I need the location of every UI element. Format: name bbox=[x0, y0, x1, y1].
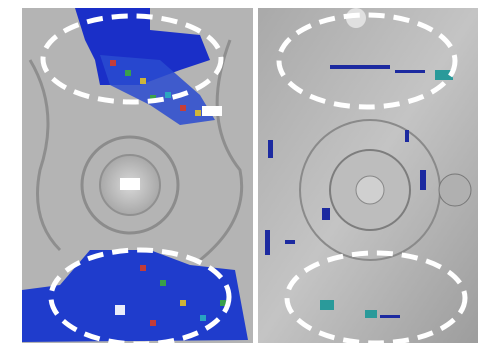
right-panel bbox=[258, 8, 478, 343]
hub-hole bbox=[120, 178, 140, 190]
page: (() => { const data = JSON.parse(documen… bbox=[0, 0, 479, 345]
image-comparison bbox=[0, 0, 479, 345]
hub-hole bbox=[356, 176, 384, 204]
highlight bbox=[202, 106, 222, 116]
side-hole bbox=[439, 174, 471, 206]
left-panel bbox=[22, 8, 253, 344]
